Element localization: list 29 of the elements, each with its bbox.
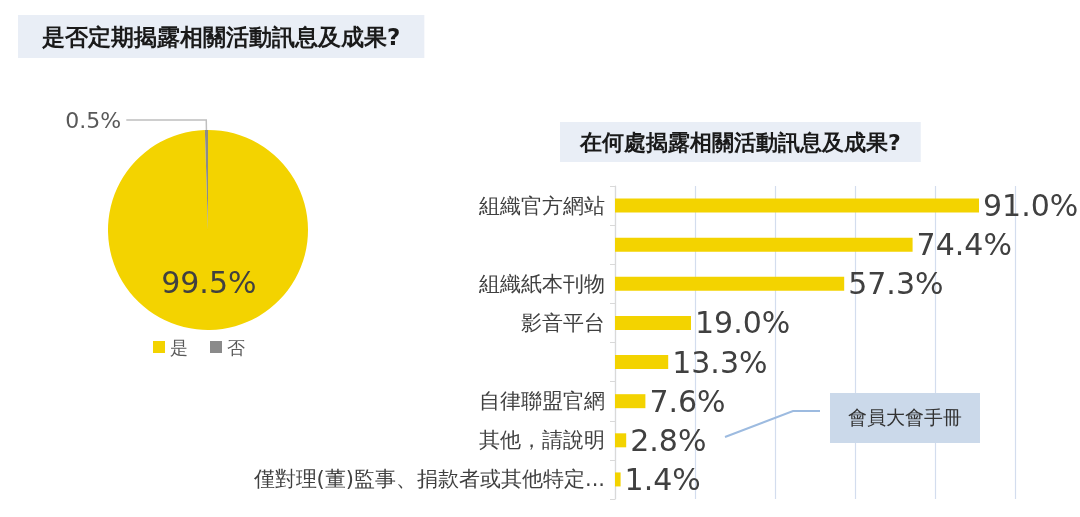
y-tick-label: 其他，請說明 xyxy=(479,428,605,453)
y-tick-label: 僅對理(董)監事、捐款者或其他特定... xyxy=(252,467,605,492)
y-tick-label: 組織紙本刊物 xyxy=(478,271,605,296)
legend-label: 是 xyxy=(170,336,188,358)
chart-title: 在何處揭露相關活動訊息及成果? xyxy=(579,129,901,155)
data-label: 74.4% xyxy=(916,227,1012,263)
annotation: 會員大會手冊 xyxy=(830,393,980,443)
bar xyxy=(615,355,669,370)
y-tick-label: 自律聯盟官網 xyxy=(479,389,605,414)
y-tick-label: 組織官方網站 xyxy=(478,193,605,218)
chart-title: 是否定期揭露相關活動訊息及成果? xyxy=(41,23,401,50)
bar xyxy=(615,276,845,291)
data-label: 2.8% xyxy=(630,422,707,458)
data-label: 13.3% xyxy=(672,344,768,380)
bar xyxy=(615,472,621,487)
y-tick-label: 影音平台 xyxy=(521,310,605,335)
data-label: 91.0% xyxy=(983,188,1079,224)
data-label: 19.0% xyxy=(695,305,791,341)
data-label: 99.5% xyxy=(161,265,257,301)
bar xyxy=(615,198,979,213)
legend-label: 否 xyxy=(227,336,245,358)
data-label: 57.3% xyxy=(848,266,944,302)
data-label: 7.6% xyxy=(649,383,726,419)
data-label: 1.4% xyxy=(624,461,701,497)
bar xyxy=(615,433,627,448)
bar xyxy=(615,315,691,330)
bar xyxy=(615,394,646,409)
data-label: 0.5% xyxy=(65,107,122,133)
bar xyxy=(615,237,913,252)
